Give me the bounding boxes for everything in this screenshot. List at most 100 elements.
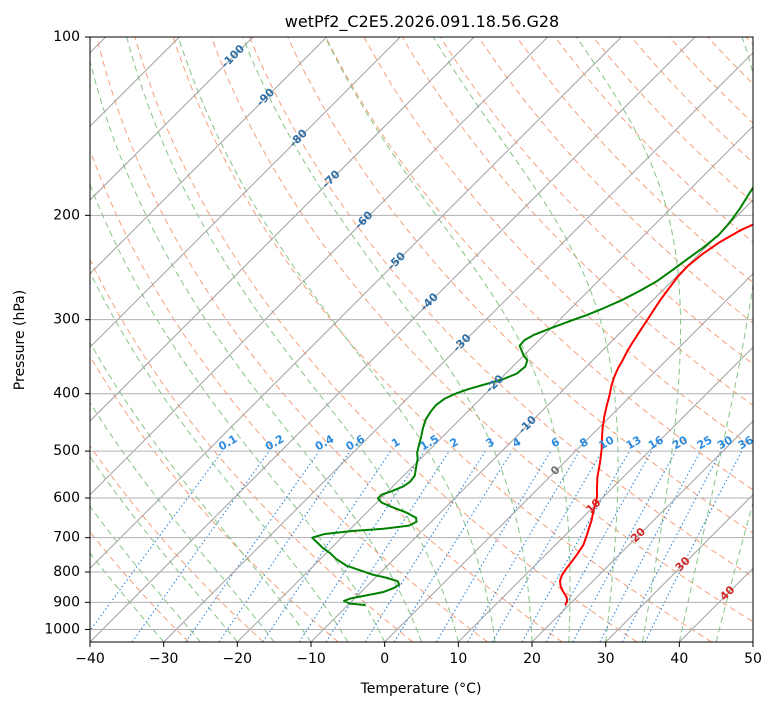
mixing-ratio-line xyxy=(218,450,351,642)
mixing-ratio-label: 0.4 xyxy=(313,432,337,453)
moist-adiabat-line xyxy=(242,37,533,642)
mixing-ratio-line xyxy=(521,450,630,642)
dry-adiabat-line xyxy=(134,37,638,642)
y-tick-label: 600 xyxy=(53,490,80,506)
mixing-ratio-label: 20 xyxy=(670,433,690,452)
isotherm-line xyxy=(678,567,753,642)
isotherm-line xyxy=(752,641,753,642)
mixing-ratio-label: 30 xyxy=(715,433,735,452)
mixing-ratio-label: 4 xyxy=(510,435,523,450)
mixing-ratio-line xyxy=(185,450,320,642)
x-tick-label: −20 xyxy=(223,651,253,667)
plot-background-lines xyxy=(90,37,753,642)
y-axis-label: Pressure (hPa) xyxy=(12,290,28,390)
moist-adiabat-line xyxy=(90,505,201,642)
isotherm-label: -10 xyxy=(516,413,539,436)
y-tick-label: 400 xyxy=(53,386,80,402)
isotherm-label: -80 xyxy=(287,126,310,149)
x-axis-label: Temperature (°C) xyxy=(360,681,482,697)
dry-adiabat-label: 10 xyxy=(584,496,604,516)
y-tick-label: 1000 xyxy=(44,621,80,637)
dry-adiabat-line xyxy=(669,37,753,124)
x-tick-label: −10 xyxy=(296,651,326,667)
mixing-ratio-line xyxy=(435,450,552,642)
dry-adiabat-line xyxy=(554,37,753,243)
isotherm-line xyxy=(310,199,753,642)
moist-adiabat-line xyxy=(90,455,238,642)
x-tick-label: −30 xyxy=(149,651,179,667)
mixing-ratio-label: 16 xyxy=(646,433,666,452)
x-tick-label: 0 xyxy=(380,651,389,667)
moist-adiabat-line xyxy=(177,37,496,642)
x-tick-label: 10 xyxy=(449,651,467,667)
mixing-ratio-line xyxy=(393,450,513,642)
dry-adiabat-line xyxy=(90,530,190,642)
dry-adiabat-line xyxy=(210,37,753,623)
dry-adiabat-line xyxy=(745,37,753,46)
moist-adiabat-line xyxy=(90,341,312,642)
isotherm-label: -30 xyxy=(450,331,473,354)
moist-adiabat-line xyxy=(126,37,459,642)
moist-adiabat-line xyxy=(90,401,275,642)
x-tick-label: 20 xyxy=(523,651,541,667)
dry-adiabat-line xyxy=(287,37,753,534)
isotherm-line xyxy=(605,493,753,642)
mixing-ratio-line xyxy=(572,450,677,642)
isotherm-line xyxy=(90,37,475,422)
isotherm-label: -70 xyxy=(319,167,342,190)
dry-adiabat-line xyxy=(592,37,753,203)
mixing-ratio-line xyxy=(467,450,580,642)
dry-adiabat-line xyxy=(630,37,753,164)
isotherm-line xyxy=(384,272,753,642)
mixing-ratio-line xyxy=(545,450,653,642)
mixing-ratio-label: 3 xyxy=(484,435,497,450)
chart-title: wetPf2_C2E5.2026.091.18.56.G28 xyxy=(285,12,559,32)
dry-adiabat-line xyxy=(478,37,753,324)
plot-data-layer xyxy=(311,185,753,607)
y-tick-label: 100 xyxy=(53,29,80,45)
isotherm-line xyxy=(90,37,328,275)
x-axis-ticks: −40 −30 −20 −10 0 10 20 30 40 50 xyxy=(75,642,762,667)
mixing-ratio-line xyxy=(90,450,223,632)
x-tick-label: 30 xyxy=(597,651,615,667)
isotherm-label: 0 xyxy=(548,463,563,478)
isotherm-line xyxy=(531,420,753,642)
y-tick-label: 700 xyxy=(53,530,80,546)
x-tick-label: −40 xyxy=(75,651,105,667)
dry-adiabat-line xyxy=(707,37,753,85)
isotherm-line xyxy=(457,346,753,642)
dry-adiabat-line xyxy=(96,37,563,642)
isotherm-line xyxy=(90,37,549,496)
isotherm-line xyxy=(163,51,753,642)
mixing-ratio-label: 10 xyxy=(597,433,617,452)
mixing-ratio-label: 2 xyxy=(448,435,461,450)
mixing-ratio-line xyxy=(364,450,486,642)
isotherm-line xyxy=(90,37,696,642)
y-tick-label: 800 xyxy=(53,564,80,580)
moist-adiabat-line xyxy=(324,37,571,642)
mixing-ratio-label: 25 xyxy=(695,433,715,452)
moist-adiabat-line xyxy=(90,59,422,642)
isotherm-line xyxy=(90,37,254,201)
mixing-ratio-line xyxy=(298,450,425,642)
moist-adiabat-line xyxy=(90,183,386,642)
dry-adiabat-line xyxy=(90,148,488,642)
plot-frame xyxy=(89,36,754,643)
dry-adiabat-line xyxy=(401,37,753,406)
mixing-ratio-label: 36 xyxy=(736,433,756,452)
mixing-ratio-line xyxy=(491,450,603,642)
y-tick-label: 200 xyxy=(53,207,80,223)
moist-adiabat-line xyxy=(90,270,349,642)
temperature-profile-line xyxy=(558,223,753,606)
dry-adiabat-line xyxy=(439,37,753,365)
x-tick-label: 40 xyxy=(670,651,688,667)
mixing-ratio-line xyxy=(262,450,392,642)
dewpoint-profile-line xyxy=(311,185,753,607)
moist-adiabat-line xyxy=(678,37,753,642)
isotherm-line xyxy=(90,37,401,349)
y-axis-ticks: 100 200 300 400 500 600 700 800 900 1000 xyxy=(44,29,90,637)
mixing-ratio-label: 0.2 xyxy=(263,432,286,453)
moist-adiabat-line xyxy=(715,500,753,642)
isotherm-line xyxy=(90,37,622,570)
dry-adiabat-line xyxy=(90,258,414,642)
